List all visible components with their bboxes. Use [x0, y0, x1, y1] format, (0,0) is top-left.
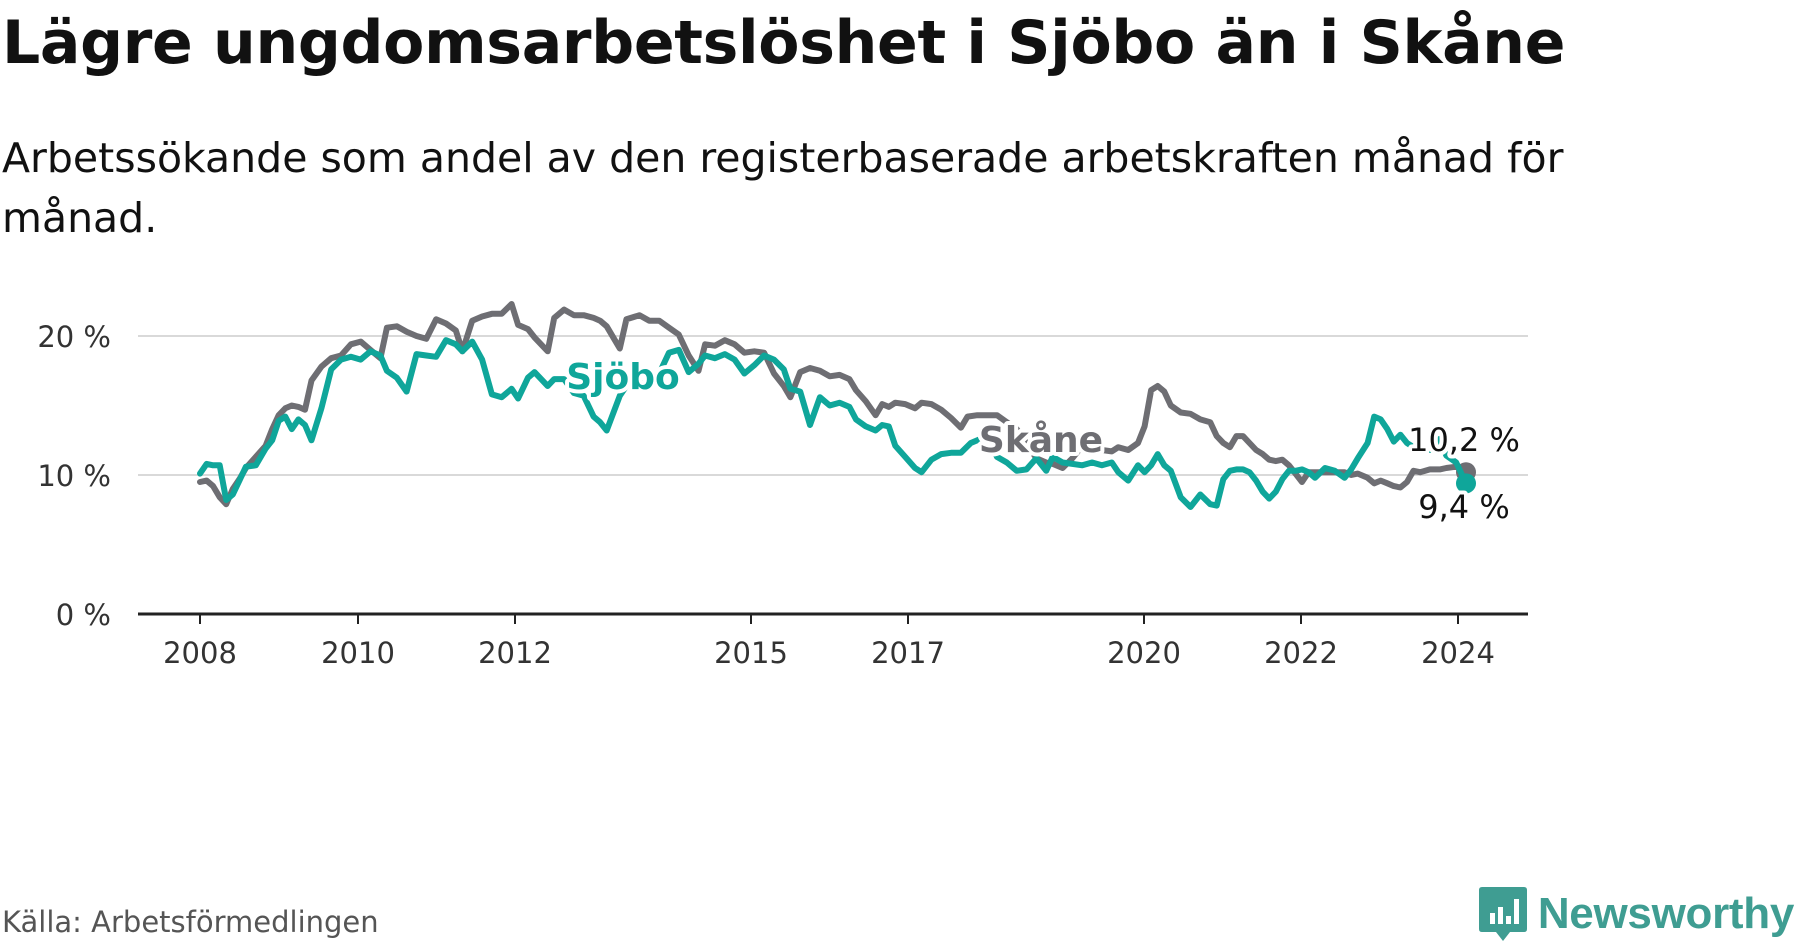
source-note: Källa: Arbetsförmedlingen: [2, 905, 379, 939]
chart-subtitle: Arbetssökande som andel av den registerb…: [2, 134, 1564, 242]
chart-title: Lägre ungdomsarbetslöshet i Sjöbo än i S…: [2, 8, 1566, 78]
annotations: Skåne Sjöbo 10,2 % 9,4 %: [562, 353, 1524, 530]
x-tick-label: 2010: [321, 636, 395, 670]
series-lines: [197, 301, 1476, 510]
axes: 0 % 10 % 20 % 2008 2010 2012 2015 2017 2020 2022 2…: [37, 320, 1528, 670]
series-end-marker: [1456, 473, 1476, 494]
series-label-skane: Skåne: [979, 420, 1103, 461]
x-tick-label: 2012: [478, 636, 552, 670]
series-label-sjobo: Sjöbo: [566, 357, 680, 398]
end-value-label-sjobo: 9,4 %: [1418, 488, 1509, 526]
series-line-skåne: [197, 301, 1469, 508]
y-tick-label: 0 %: [56, 598, 111, 632]
x-tick-label: 2008: [163, 636, 237, 670]
y-tick-label: 20 %: [37, 320, 111, 354]
end-value-label-skane: 10,2 %: [1408, 421, 1520, 459]
y-tick-label: 10 %: [37, 459, 111, 493]
series-line-sjöbo: [197, 337, 1469, 510]
x-tick-label: 2015: [714, 636, 788, 670]
x-tick-label: 2020: [1107, 636, 1181, 670]
brand[interactable]: Newsworthy: [1478, 885, 1794, 943]
newsworthy-logo-icon: [1478, 887, 1527, 941]
x-tick-label: 2024: [1421, 636, 1495, 670]
x-tick-label: 2022: [1264, 636, 1338, 670]
brand-name: Newsworthy: [1537, 889, 1794, 938]
x-tick-label: 2017: [871, 636, 945, 670]
